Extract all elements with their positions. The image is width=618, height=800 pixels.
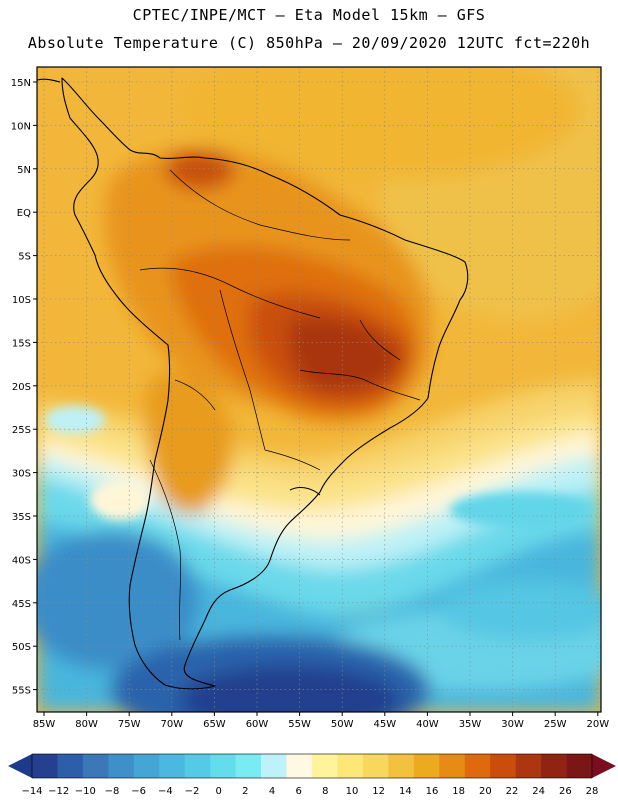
lat-label-50s: 50S [12, 642, 31, 653]
colorbar-cell [490, 754, 516, 778]
longitude-axis: 85W 80W 75W 70W 65W 60W 55W 50W 45W 40W 35W 30W 25W 2… [33, 712, 609, 730]
lon-label-35w: 35W [459, 719, 482, 730]
colorbar-label: −6 [131, 786, 146, 797]
colorbar-cell [541, 754, 567, 778]
chart-title-line-1: CPTEC/INPE/MCT – Eta Model 15km – GFS [132, 6, 486, 24]
colorbar-label: 18 [452, 786, 465, 797]
lat-label-40s: 40S [12, 555, 31, 566]
lon-label-75w: 75W [118, 719, 141, 730]
lat-label-45s: 45S [12, 599, 31, 610]
colorbar-cell [82, 754, 109, 778]
colorbar-cell [388, 754, 415, 778]
colorbar-cell [32, 754, 58, 778]
colorbar-cell [159, 754, 186, 778]
colorbar-label: 0 [215, 786, 221, 797]
colorbar-label: −4 [158, 786, 173, 797]
colorbar-cell [515, 754, 542, 778]
lat-label-30s: 30S [12, 469, 31, 480]
colorbar-label: 22 [506, 786, 519, 797]
colorbar-cell [286, 754, 313, 778]
lon-label-60w: 60W [246, 719, 269, 730]
lat-label-10n: 10N [11, 121, 31, 132]
colorbar-cell [566, 754, 593, 778]
lon-label-70w: 70W [160, 719, 183, 730]
colorbar-cell [439, 754, 466, 778]
colorbar-label: 2 [242, 786, 248, 797]
coastline [36, 77, 469, 690]
lon-label-50w: 50W [331, 719, 354, 730]
colorbar-label: 28 [586, 786, 599, 797]
lon-label-40w: 40W [416, 719, 439, 730]
lon-label-55w: 55W [288, 719, 311, 730]
map-frame [36, 66, 602, 713]
colorbar-label: 26 [559, 786, 572, 797]
colorbar-cell [413, 754, 440, 778]
colorbar-label: 10 [346, 786, 359, 797]
colorbar: −14 −12 −10 −8 −6 −4 −2 0 2 4 6 8 10 12 14 16 18 20 22 24 26… [8, 753, 616, 797]
colorbar-label: 24 [532, 786, 545, 797]
colorbar-cell [210, 754, 236, 778]
lon-label-85w: 85W [33, 719, 56, 730]
lat-label-eq: EQ [17, 208, 31, 219]
colorbar-label: 14 [399, 786, 412, 797]
lat-label-35s: 35S [12, 512, 31, 523]
lat-label-15n: 15N [11, 78, 31, 89]
colorbar-label: −10 [75, 786, 96, 797]
lat-label-5n: 5N [17, 165, 31, 176]
lon-label-65w: 65W [203, 719, 226, 730]
colorbar-label: −8 [105, 786, 120, 797]
chart-title-line-2: Absolute Temperature (C) 850hPa – 20/09/… [27, 34, 591, 52]
lat-label-55s: 55S [12, 686, 31, 697]
colorbar-label: −2 [185, 786, 200, 797]
colorbar-right-arrow [592, 754, 616, 778]
colorbar-label: 4 [269, 786, 275, 797]
lon-label-30w: 30W [501, 719, 524, 730]
colorbar-cell [464, 754, 491, 778]
lon-label-20w: 20W [586, 719, 609, 730]
colorbar-label: 16 [426, 786, 439, 797]
lat-label-10s: 10S [12, 295, 31, 306]
colorbar-label: 12 [372, 786, 385, 797]
colorbar-label: −14 [21, 786, 42, 797]
colorbar-cell [108, 754, 135, 778]
country-borders [139, 169, 421, 641]
lat-label-5s: 5S [18, 252, 31, 263]
lat-label-15s: 15S [12, 338, 31, 349]
colorbar-cell [133, 754, 160, 778]
colorbar-cell [312, 754, 338, 778]
colorbar-cell [337, 754, 364, 778]
lon-label-80w: 80W [75, 719, 98, 730]
colorbar-cell [235, 754, 262, 778]
colorbar-cell [57, 754, 84, 778]
colorbar-left-arrow [8, 754, 32, 778]
temperature-field [37, 67, 601, 712]
lon-label-45w: 45W [373, 719, 396, 730]
colorbar-cell [261, 754, 287, 778]
lat-label-25s: 25S [12, 425, 31, 436]
latitude-axis: 15N 10N 5N EQ 5S 10S 15S 20S 25S 30S 35S 40S 45S 50S 5… [11, 78, 37, 697]
colorbar-label: 20 [479, 786, 492, 797]
colorbar-label: 6 [295, 786, 301, 797]
lat-label-20s: 20S [12, 382, 31, 393]
colorbar-cell [184, 754, 211, 778]
colorbar-label: −12 [48, 786, 69, 797]
colorbar-cell [362, 754, 389, 778]
lon-label-25w: 25W [544, 719, 567, 730]
colorbar-label: 8 [322, 786, 328, 797]
